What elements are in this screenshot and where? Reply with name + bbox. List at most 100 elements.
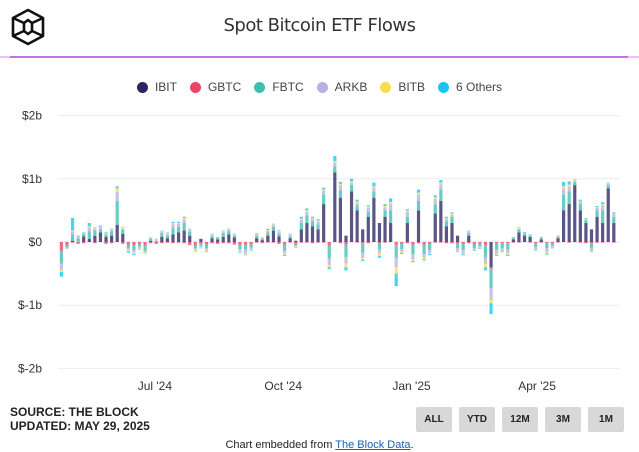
bar-segment-bitb — [612, 213, 616, 215]
the-block-data-link[interactable]: The Block Data — [335, 439, 411, 451]
bar-segment-arkb — [154, 240, 158, 241]
bar-segment-gbtc — [506, 242, 510, 244]
bar-segment-fbtc — [65, 245, 69, 248]
bar-segment-ibit — [266, 235, 270, 242]
bar-segment-gbtc — [305, 242, 309, 243]
bar-segment-arkb — [82, 233, 86, 234]
bar-segment-ibit — [377, 223, 382, 242]
bar-segment-arkb — [545, 248, 549, 253]
range-all-button[interactable]: ALL — [416, 407, 452, 432]
bar-segment-fbtc — [511, 238, 515, 240]
bar-segment-gbtc — [182, 242, 186, 244]
bar-segment-ibit — [260, 240, 264, 242]
legend-item-fbtc[interactable]: FBTC — [254, 80, 304, 94]
bar-segment-fbtc — [299, 223, 303, 230]
bar-segment-ibit — [182, 230, 186, 242]
legend-label: FBTC — [272, 80, 304, 94]
bar-segment-bitb — [260, 237, 264, 239]
bar-segment-arkb — [238, 248, 242, 251]
bar-segment-arkb — [478, 246, 482, 248]
bar-segment-gbtc — [271, 242, 276, 243]
legend-item-ibit[interactable]: IBIT — [136, 80, 177, 94]
bar-segment-6-others — [171, 221, 175, 224]
bar-segment-fbtc — [137, 243, 142, 247]
bar-segment-gbtc — [361, 242, 365, 244]
bar-segment-6-others — [82, 232, 86, 233]
legend-dot-icon — [189, 81, 201, 93]
bar-segment-arkb — [534, 247, 538, 250]
bar-segment-bitb — [578, 200, 582, 202]
bar-segment-fbtc — [545, 243, 549, 249]
bar-segment-arkb — [294, 245, 298, 247]
bar-segment-fbtc — [316, 224, 320, 230]
bar-segment-bitb — [199, 247, 203, 248]
bar-segment-bitb — [377, 253, 382, 256]
bar-segment-gbtc — [344, 242, 348, 245]
bar-segment-fbtc — [271, 226, 276, 231]
bar-segment-bitb — [165, 233, 170, 234]
bar-segment-bitb — [104, 232, 108, 234]
bar-segment-6-others — [389, 198, 393, 203]
bar-segment-fbtc — [377, 243, 382, 250]
bar-segment-6-others — [511, 236, 515, 238]
bar-segment-arkb — [528, 235, 532, 236]
bar-segment-6-others — [589, 251, 594, 253]
bar-segment-6-others — [322, 187, 326, 190]
bar-segment-arkb — [472, 248, 476, 250]
bar-segment-6-others — [545, 253, 549, 255]
range-3m-button[interactable]: 3M — [545, 407, 581, 432]
bar-segment-fbtc — [612, 216, 616, 224]
bar-segment-ibit — [433, 213, 437, 242]
bar-segment-bitb — [338, 183, 342, 186]
source-info: SOURCE: THE BLOCK UPDATED: MAY 29, 2025 — [10, 405, 150, 433]
bar-segment-bitb — [522, 232, 527, 233]
legend-item-gbtc[interactable]: GBTC — [189, 80, 241, 94]
bar-segment-arkb — [149, 238, 153, 239]
bar-segment-fbtc — [606, 185, 610, 189]
bar-segment-ibit — [310, 226, 315, 242]
bar-segment-ibit — [338, 197, 342, 242]
bar-segment-ibit — [121, 233, 125, 242]
bar-segment-fbtc — [372, 191, 376, 198]
bar-segment-arkb — [188, 229, 192, 232]
bar-segment-ibit — [210, 238, 214, 242]
bar-segment-fbtc — [266, 232, 270, 236]
bar-segment-6-others — [199, 247, 203, 249]
bar-segment-bitb — [193, 249, 197, 251]
bar-segment-bitb — [210, 234, 214, 236]
bar-segment-6-others — [411, 260, 415, 263]
bar-segment-arkb — [601, 205, 605, 211]
bar-segment-ibit — [344, 235, 348, 242]
bar-segment-fbtc — [489, 269, 493, 289]
the-block-logo — [11, 8, 45, 46]
bar-segment-bitb — [171, 223, 175, 225]
bar-segment-6-others — [232, 233, 236, 235]
bar-segment-6-others — [59, 271, 63, 277]
bar-segment-6-others — [522, 231, 527, 233]
bar-segment-6-others — [478, 248, 482, 249]
bar-segment-gbtc — [327, 242, 331, 246]
bar-segment-6-others — [310, 216, 315, 218]
bar-segment-bitb — [255, 233, 259, 235]
bar-segment-gbtc — [255, 242, 259, 243]
bar-segment-arkb — [310, 218, 315, 222]
bar-segment-6-others — [87, 223, 91, 227]
bar-segment-ibit — [389, 223, 393, 242]
bar-segment-bitb — [82, 232, 86, 234]
legend-label: IBIT — [154, 80, 177, 94]
bar-segment-fbtc — [249, 244, 253, 248]
bar-segment-gbtc — [70, 242, 75, 243]
range-12m-button[interactable]: 12M — [502, 407, 538, 432]
bar-segment-arkb — [450, 214, 454, 217]
bar-segment-bitb — [110, 229, 114, 230]
bar-segment-arkb — [277, 231, 281, 234]
range-ytd-button[interactable]: YTD — [459, 407, 495, 432]
bar-segment-fbtc — [561, 194, 566, 211]
range-1m-button[interactable]: 1M — [588, 407, 624, 432]
chart-title: Spot Bitcoin ETF Flows — [223, 15, 416, 36]
legend-item-others[interactable]: 6 Others — [438, 80, 502, 94]
bar-segment-ibit — [366, 216, 370, 242]
legend-item-arkb[interactable]: ARKB — [316, 80, 367, 94]
legend-item-bitb[interactable]: BITB — [380, 80, 425, 94]
bar-segment-fbtc — [517, 229, 521, 233]
